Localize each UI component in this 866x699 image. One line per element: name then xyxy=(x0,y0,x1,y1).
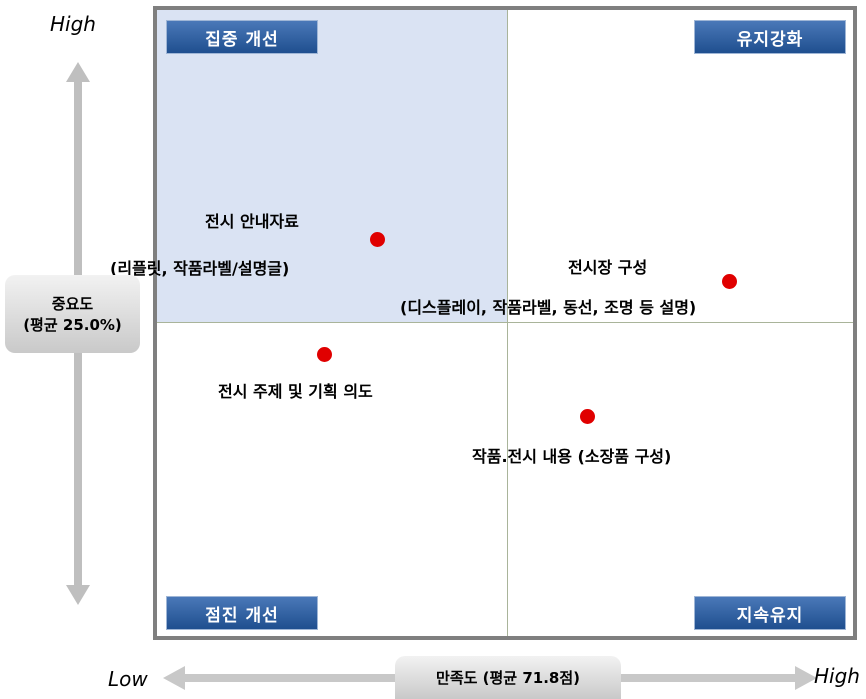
item-label: 전시 주제 및 기획 의도 xyxy=(218,382,373,401)
focus-quadrant-fill xyxy=(157,10,507,322)
y-axis-box: 중요도 (평균 25.0%) xyxy=(5,275,140,353)
quadrant-label: 유지강화 xyxy=(694,20,846,54)
item-point xyxy=(370,232,385,247)
item-label: 작품.전시 내용 (소장품 구성) xyxy=(472,447,672,466)
y-axis-title: 중요도 xyxy=(51,295,94,313)
item-point xyxy=(722,274,737,289)
horizontal-divider xyxy=(157,322,853,323)
item-point xyxy=(580,409,595,424)
item-point xyxy=(317,347,332,362)
x-axis-title: 만족도 (평균 71.8점) xyxy=(436,669,580,687)
item-label: (디스플레이, 작품라벨, 동선, 조명 등 설명) xyxy=(400,298,697,317)
quadrant-label: 집중 개선 xyxy=(166,20,318,54)
x-high: High xyxy=(814,664,860,688)
y-axis-note: (평균 25.0%) xyxy=(23,316,122,334)
item-label: 전시 안내자료 xyxy=(205,212,299,231)
matrix-frame xyxy=(153,6,857,640)
quadrant-label: 지속유지 xyxy=(694,596,846,630)
item-label: (리플릿, 작품라벨/설명글) xyxy=(110,259,290,278)
x-low: Low xyxy=(108,667,148,691)
x-axis-box: 만족도 (평균 71.8점) xyxy=(395,656,621,699)
quadrant-label: 점진 개선 xyxy=(166,596,318,630)
y-high: High xyxy=(50,12,96,36)
vertical-divider xyxy=(507,10,508,636)
item-label: 전시장 구성 xyxy=(568,258,648,277)
